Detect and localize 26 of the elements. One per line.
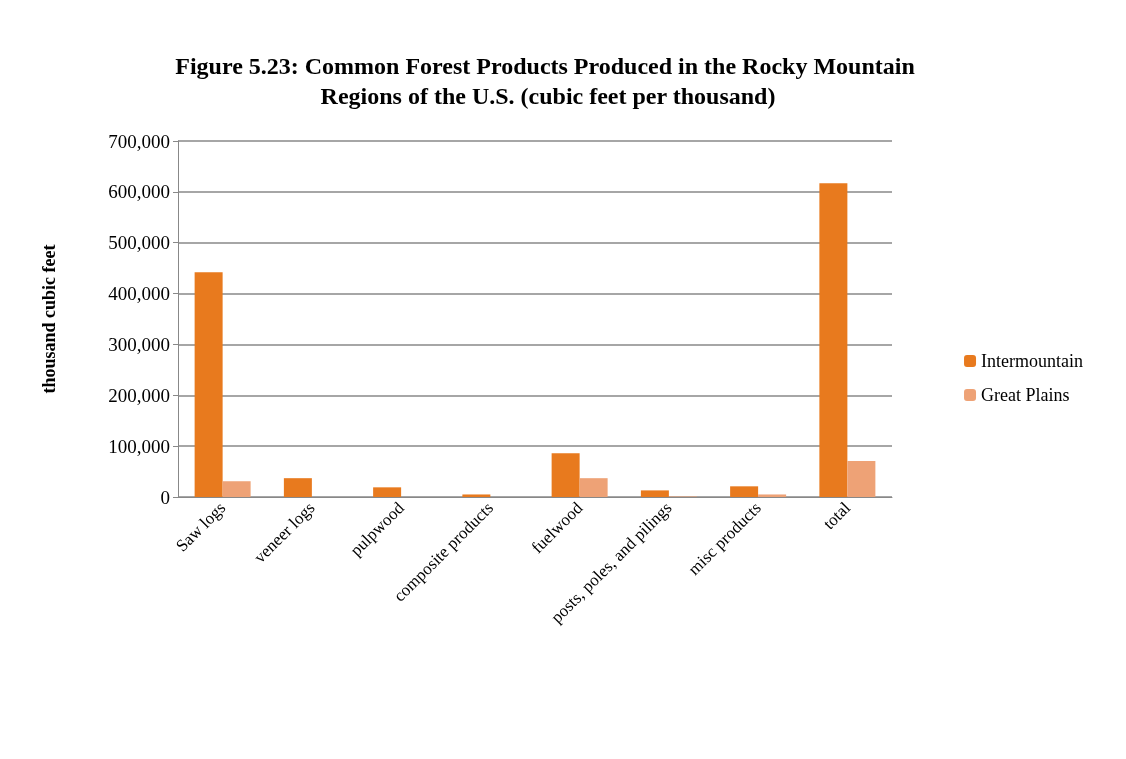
bar [579,478,608,497]
bar [194,272,223,497]
bar [758,494,787,497]
x-tick-label: Saw logs [172,498,230,556]
bar [730,486,759,497]
bar [551,453,580,497]
bar [283,478,312,497]
bar [640,490,669,497]
bar [819,183,848,497]
y-tick-label: 100,000 [108,435,170,457]
bar [847,460,876,497]
bar [462,494,491,497]
y-tick-label: 600,000 [108,181,170,203]
legend-label: Great Plains [981,385,1070,405]
y-tick-label: 500,000 [108,232,170,254]
bar [373,487,402,497]
y-tick-label: 200,000 [108,384,170,406]
y-axis-title: thousand cubic feet [39,244,59,394]
x-tick-label: total [819,498,855,534]
chart-title: Figure 5.23: Common Forest Products Produced in the Rocky Mountain Regions of the U.S. (cubic feet per thousand) [175,53,921,109]
y-tick-label: 400,000 [108,283,170,305]
y-tick-label: 700,000 [108,130,170,152]
legend-label: Intermountain [981,351,1084,371]
y-tick-label: 300,000 [108,333,170,355]
bar [222,481,251,497]
y-tick-label: 0 [160,486,170,508]
